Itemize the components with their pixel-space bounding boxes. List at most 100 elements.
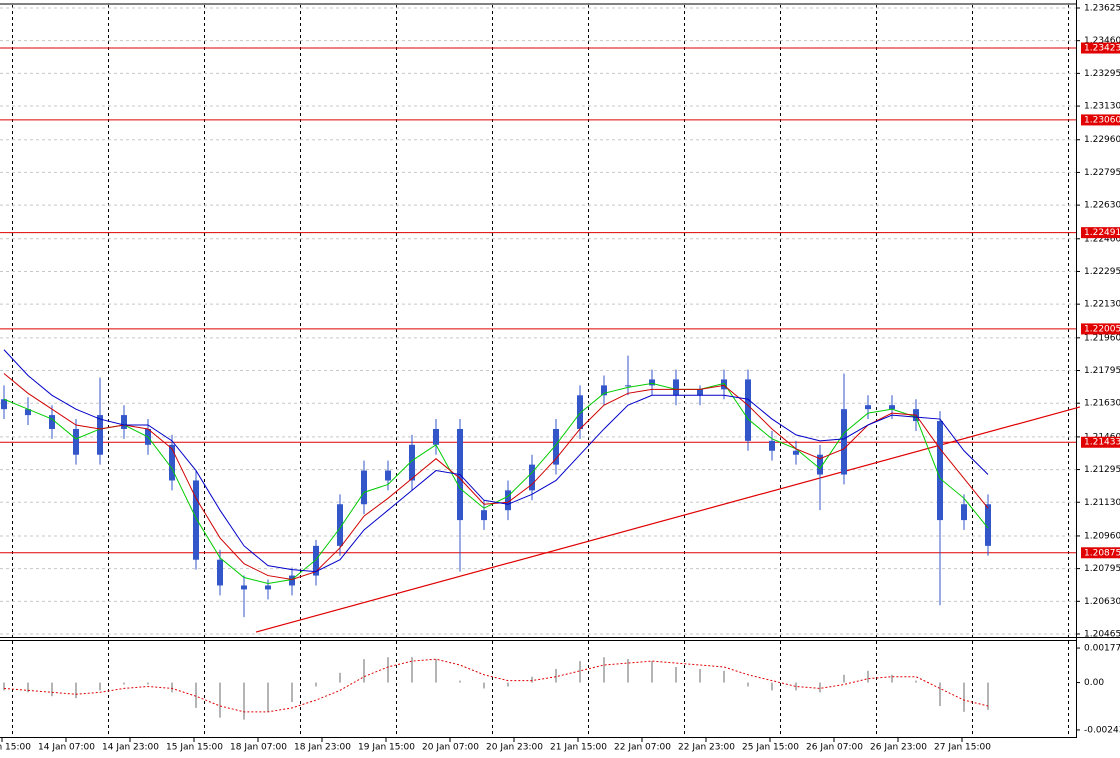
level-label: 1.21433 [1084,438,1120,448]
y-tick-label: 1.20465 [1084,630,1120,640]
histogram-bar [603,657,605,683]
time-label: 15 Jan 15:00 [166,743,223,753]
y-tick-label: 1.23130 [1084,102,1120,112]
candle-body [121,415,127,429]
candle-body [217,559,223,586]
histogram-bar [363,659,365,683]
time-label: 27 Jan 15:00 [934,743,991,753]
level-tag [1081,547,1120,559]
candle-body [769,440,775,451]
time-label: 20 Jan 23:00 [486,743,543,753]
histogram-bar [27,682,29,693]
time-label: 14 Jan 23:00 [102,743,159,753]
histogram-bar [315,682,317,687]
candle-body [793,450,799,455]
candle-body [697,389,703,396]
candle-body [25,409,31,416]
candle-body [721,379,727,390]
candle-body [193,480,199,560]
time-label: 22 Jan 07:00 [614,743,671,753]
candle-body [337,504,343,546]
level-tag [1081,42,1120,54]
histogram-bar [939,682,941,706]
level-tag [1081,323,1120,335]
candle-body [505,490,511,511]
candle-body [385,470,391,481]
time-label: 26 Jan 23:00 [870,743,927,753]
histogram-bar [579,661,581,683]
candle-body [529,464,535,491]
histogram-bar [819,682,821,693]
y-tick-label: 1.21960 [1084,333,1120,343]
candle-body [625,385,631,387]
candle-body [433,428,439,445]
moving-average [3,349,989,573]
histogram-bar [3,682,5,691]
candle-body [937,421,943,521]
level-label: 1.20875 [1084,548,1120,558]
histogram-bar [339,672,341,683]
histogram-bar [267,682,269,712]
histogram-bar [723,670,725,683]
histogram-bar [507,682,509,687]
histogram-bar [147,682,149,685]
candle-body [49,415,55,429]
histogram-bar [867,670,869,683]
candle-body [241,585,247,590]
level-tag [1081,114,1120,126]
y-tick-label: 1.22630 [1084,201,1120,211]
candle-body [553,428,559,465]
histogram-bar [99,682,101,691]
y-tick-label: 1.23625 [1084,4,1120,14]
histogram-bar [651,661,653,683]
y-tick-label: 1.22460 [1084,234,1120,244]
candle-body [289,575,295,586]
time-label: 26 Jan 07:00 [806,743,863,753]
moving-average [3,373,989,581]
candle-body [361,470,367,505]
candle-body [817,454,823,475]
y-tick-label: 1.22295 [1084,267,1120,277]
y-tick-label: 1.21130 [1084,498,1120,508]
histogram-bar [675,666,677,683]
candle-body [649,379,655,386]
histogram-bar [195,682,197,708]
level-label: 1.23423 [1084,44,1120,54]
level-tag [1081,436,1120,448]
histogram-bar [219,682,221,718]
time-label: 19 Jan 15:00 [358,743,415,753]
time-label: 25 Jan 15:00 [742,743,799,753]
histogram-bar [795,682,797,691]
histogram-bar [843,674,845,683]
histogram-bar [411,657,413,683]
y-tick-label: 1.23460 [1084,36,1120,46]
histogram-bar [987,682,989,710]
y-tick-label: 1.21795 [1084,366,1120,376]
histogram-bar [291,682,293,703]
y-tick-label: 1.21630 [1084,399,1120,409]
candle-body [169,444,175,481]
histogram-bar [747,682,749,687]
histogram-bar [75,682,77,699]
y-tick-label: 1.20630 [1084,597,1120,607]
histogram-bar [435,659,437,683]
histogram-bar [171,682,173,693]
candle-body [1,399,7,410]
y-tick-label: 1.20960 [1084,531,1120,541]
histogram-bar [555,668,557,683]
candle-body [865,405,871,410]
time-label: 21 Jan 15:00 [550,743,607,753]
candle-body [577,395,583,429]
histogram-bar [51,682,53,697]
candle-body [265,585,271,590]
candle-body [673,379,679,396]
y-tick-label: 1.22795 [1084,168,1120,178]
level-label: 1.22491 [1084,228,1120,238]
histogram-bar [699,668,701,683]
osc-tick-label: 0.00 [1084,678,1104,688]
time-label: 20 Jan 07:00 [422,743,479,753]
candle-body [601,385,607,396]
candle-body [841,409,847,475]
